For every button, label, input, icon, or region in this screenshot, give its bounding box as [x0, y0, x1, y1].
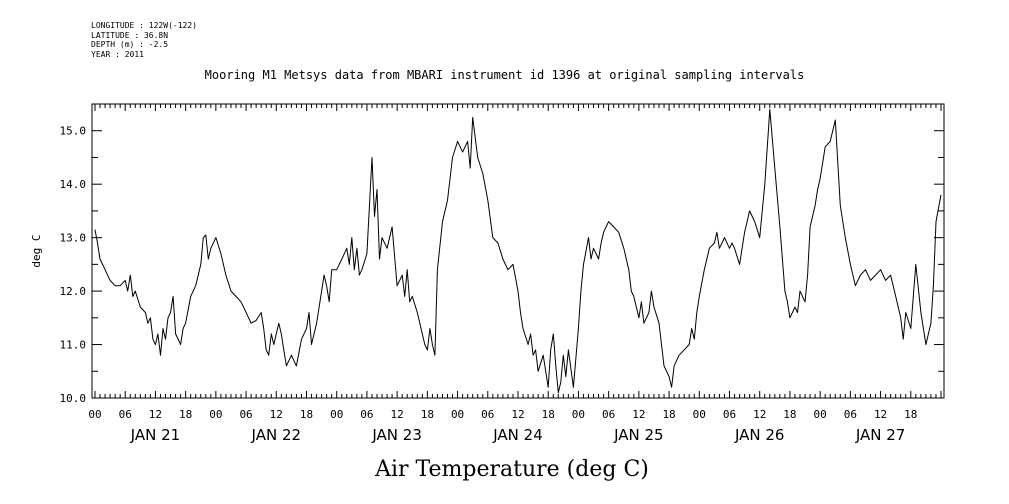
year-label: YEAR : 2011: [91, 49, 144, 59]
x-tick-label: 12: [753, 408, 766, 421]
chart-title: Mooring M1 Metsys data from MBARI instru…: [204, 68, 805, 82]
x-date-label: JAN 25: [613, 426, 664, 444]
x-tick-label: 12: [511, 408, 524, 421]
x-tick-label: 12: [270, 408, 283, 421]
longitude-label: LONGITUDE : 122W(-122): [91, 21, 197, 30]
y-tick-label: 14.0: [60, 178, 87, 191]
x-tick-label: 00: [209, 408, 222, 421]
x-tick-label: 06: [844, 408, 857, 421]
x-tick-label: 18: [542, 408, 555, 421]
x-tick-label: 12: [632, 408, 645, 421]
x-date-label: JAN 23: [371, 426, 422, 444]
x-tick-label: 06: [239, 408, 252, 421]
x-tick-label: 06: [723, 408, 736, 421]
y-tick-label: 10.0: [60, 392, 87, 405]
x-date-label: JAN 24: [492, 426, 543, 444]
depth-label: DEPTH (m) : -2.5: [91, 40, 169, 49]
x-tick-label: 18: [421, 408, 434, 421]
x-tick-label: 00: [814, 408, 827, 421]
x-tick-label: 00: [330, 408, 343, 421]
x-tick-label: 18: [179, 408, 192, 421]
y-tick-label: 12.0: [60, 285, 87, 298]
x-tick-label: 06: [119, 408, 132, 421]
x-date-label: JAN 26: [734, 426, 785, 444]
x-tick-label: 12: [874, 408, 887, 421]
y-tick-label: 11.0: [60, 339, 87, 352]
x-tick-label: 06: [602, 408, 615, 421]
latitude-label: LATITUDE : 36.8N: [91, 30, 169, 40]
x-tick-label: 12: [391, 408, 404, 421]
x-tick-label: 06: [360, 408, 373, 421]
series-layer: [94, 108, 942, 394]
x-tick-label: 12: [149, 408, 162, 421]
y-tick-label: 15.0: [60, 125, 87, 138]
x-tick-label: 00: [693, 408, 706, 421]
axis-labels: 00 06 12 18 00 06 12 18 00 06 12 18 00 06 12 18 00 06 12 18…: [60, 125, 918, 444]
x-tick-label: 18: [904, 408, 917, 421]
tick-marks: [92, 103, 944, 399]
x-tick-label: 06: [481, 408, 494, 421]
x-tick-label: 18: [662, 408, 675, 421]
y-tick-label: 13.0: [60, 232, 87, 245]
y-axis-label: deg C: [30, 234, 43, 267]
x-axis-label: Air Temperature (deg C): [374, 457, 649, 482]
x-tick-label: 18: [783, 408, 796, 421]
series-line-air-temperature: [94, 108, 942, 394]
x-date-label: JAN 22: [251, 426, 302, 444]
x-date-label: JAN 27: [855, 426, 906, 444]
metadata-block: LONGITUDE : 122W(-122) LATITUDE : 36.8N …: [91, 21, 197, 59]
x-tick-label: 00: [88, 408, 101, 421]
x-tick-label: 00: [451, 408, 464, 421]
x-date-label: JAN 21: [130, 426, 181, 444]
x-tick-label: 18: [300, 408, 313, 421]
x-tick-label: 00: [572, 408, 585, 421]
